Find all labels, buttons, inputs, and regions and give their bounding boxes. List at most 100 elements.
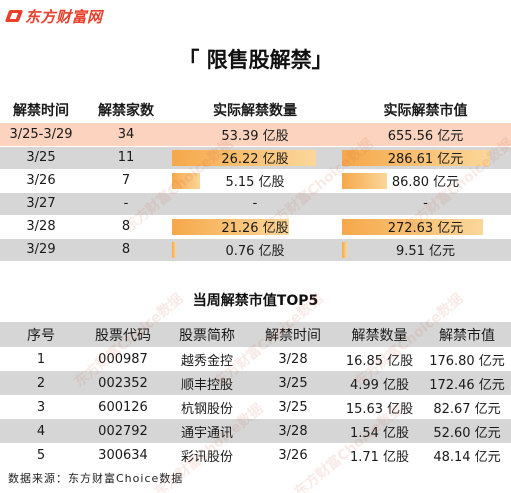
column-header-date: 解禁时间	[13, 103, 69, 119]
cell-rank: 2	[0, 371, 82, 395]
cell-shares: 4.99 亿股	[336, 371, 423, 395]
value-bar	[342, 149, 490, 166]
cell-text: 86.80 亿元	[391, 175, 460, 190]
cell-code: 600126	[82, 395, 164, 419]
cell-text: 3/25	[26, 150, 56, 165]
top5-row: 1 000987 越秀金控 3/28 16.85 亿股 176.80 亿元	[0, 347, 511, 371]
cell-text: 3/28	[26, 219, 56, 234]
cell-text: 21.26 亿股	[221, 221, 289, 236]
column-header-rank: 序号	[0, 322, 82, 347]
cell-code: 300634	[82, 443, 164, 467]
cell-date: 3/26	[250, 443, 336, 467]
cell-count: -	[82, 192, 170, 216]
cell-date: 3/26	[0, 169, 82, 193]
value-bar	[172, 218, 289, 235]
cell-code: 002352	[82, 371, 164, 395]
column-header-value: 实际解禁市值	[383, 103, 468, 119]
cell-text: 11	[117, 150, 135, 165]
cell-text: 0.76 亿股	[225, 244, 285, 259]
cell-name: 顺丰控股	[164, 371, 250, 395]
cell-text: 286.61 亿元	[387, 152, 464, 167]
cell-shares: 0.76 亿股	[170, 238, 340, 262]
brand-name: 东方财富网	[25, 7, 103, 26]
cell-text: 3/25-3/29	[9, 126, 73, 142]
cell-date: 3/28	[0, 215, 82, 239]
cell-date: 3/25	[0, 146, 82, 170]
top5-row: 3 600126 杭钢股份 3/25 15.63 亿股 82.67 亿元	[0, 395, 511, 419]
brand-logo: 东方财富网	[6, 5, 103, 27]
summary-row-total: 3/25-3/29 34 53.39 亿股 655.56 亿元	[0, 123, 511, 147]
cell-count: 8	[82, 238, 170, 262]
cell-shares: -	[170, 192, 340, 216]
cell-value: -	[340, 192, 511, 216]
column-header-shares: 实际解禁数量	[213, 103, 297, 119]
cell-date: 3/25	[250, 395, 336, 419]
cell-date: 3/27	[0, 192, 82, 216]
top5-row: 5 300634 彩讯股份 3/26 1.71 亿股 48.14 亿元	[0, 443, 511, 467]
top5-title: 当周解禁市值TOP5	[192, 293, 319, 309]
summary-row: 3/25 11 26.22 亿股 286.61 亿元	[0, 146, 511, 170]
cell-shares: 5.15 亿股	[170, 169, 340, 193]
cell-text: -	[123, 196, 129, 211]
cell-value: 9.51 亿元	[340, 238, 511, 262]
top5-table: 序号 股票代码 股票简称 解禁时间 解禁数量 解禁市值 1 000987 越秀金控 3…	[0, 322, 511, 467]
cell-shares: 15.63 亿股	[336, 395, 423, 419]
cell-text: 9.51 亿元	[395, 244, 456, 259]
summary-row: 3/28 8 21.26 亿股 272.63 亿元	[0, 215, 511, 239]
summary-row: 3/26 7 5.15 亿股 86.80 亿元	[0, 169, 511, 193]
cell-rank: 5	[0, 443, 82, 467]
top5-row: 4 002792 通宇通讯 3/28 1.54 亿股 52.60 亿元	[0, 419, 511, 443]
cell-count: 7	[82, 169, 170, 193]
cell-value: 52.60 亿元	[423, 419, 511, 443]
cell-text: -	[423, 196, 428, 211]
value-bar	[172, 149, 317, 166]
cell-text: 8	[121, 242, 131, 257]
cell-value: 82.67 亿元	[423, 395, 511, 419]
page-title: 「 限售股解禁」	[178, 48, 333, 72]
cell-text: 26.22 亿股	[221, 152, 289, 167]
column-header-code: 股票代码	[82, 322, 164, 347]
cell-rank: 3	[0, 395, 82, 419]
value-bar	[342, 218, 483, 235]
unlock-summary-table: 解禁时间 解禁家数 实际解禁数量 实际解禁市值 3/25-3/29 34 53.39…	[0, 97, 511, 262]
cell-count: 8	[82, 215, 170, 239]
cell-name: 彩讯股份	[164, 443, 250, 467]
cell-rank: 4	[0, 419, 82, 443]
cell-date: 3/25-3/29	[0, 123, 82, 147]
top5-row: 2 002352 顺丰控股 3/25 4.99 亿股 172.46 亿元	[0, 371, 511, 395]
cell-text: 8	[121, 219, 131, 234]
cell-text: -	[252, 196, 258, 211]
cell-shares: 1.54 亿股	[336, 419, 423, 443]
cell-value: 172.46 亿元	[423, 371, 511, 395]
cell-count: 34	[82, 123, 170, 147]
cell-count: 11	[82, 146, 170, 170]
cell-text: 3/27	[26, 196, 56, 211]
column-header-count: 解禁家数	[98, 103, 154, 119]
cell-date: 3/25	[250, 371, 336, 395]
cell-text: 5.15 亿股	[225, 175, 285, 190]
value-bar	[342, 172, 387, 189]
cell-shares: 1.71 亿股	[336, 443, 423, 467]
cell-value: 48.14 亿元	[423, 443, 511, 467]
cell-text: 53.39 亿股	[221, 128, 289, 144]
cell-date: 3/29	[0, 238, 82, 262]
cell-value: 86.80 亿元	[340, 169, 511, 193]
table-header-row: 解禁时间 解禁家数 实际解禁数量 实际解禁市值	[0, 97, 511, 123]
value-bar	[172, 172, 201, 189]
cell-text: 34	[117, 126, 135, 142]
column-header-value: 解禁市值	[423, 322, 511, 347]
cell-text: 3/26	[26, 173, 56, 188]
value-bar	[342, 241, 347, 258]
summary-row: 3/29 8 0.76 亿股 9.51 亿元	[0, 238, 511, 262]
cell-name: 杭钢股份	[164, 395, 250, 419]
cell-text: 272.63 亿元	[387, 221, 464, 236]
cell-code: 002792	[82, 419, 164, 443]
data-source-note: 数据来源：东方财富Choice数据	[8, 472, 184, 485]
cell-date: 3/28	[250, 419, 336, 443]
cell-date: 3/28	[250, 347, 336, 371]
cell-value: 286.61 亿元	[340, 146, 511, 170]
column-header-shares: 解禁数量	[336, 322, 423, 347]
cell-value: 272.63 亿元	[340, 215, 511, 239]
cell-rank: 1	[0, 347, 82, 371]
summary-row: 3/27 - - -	[0, 192, 511, 216]
